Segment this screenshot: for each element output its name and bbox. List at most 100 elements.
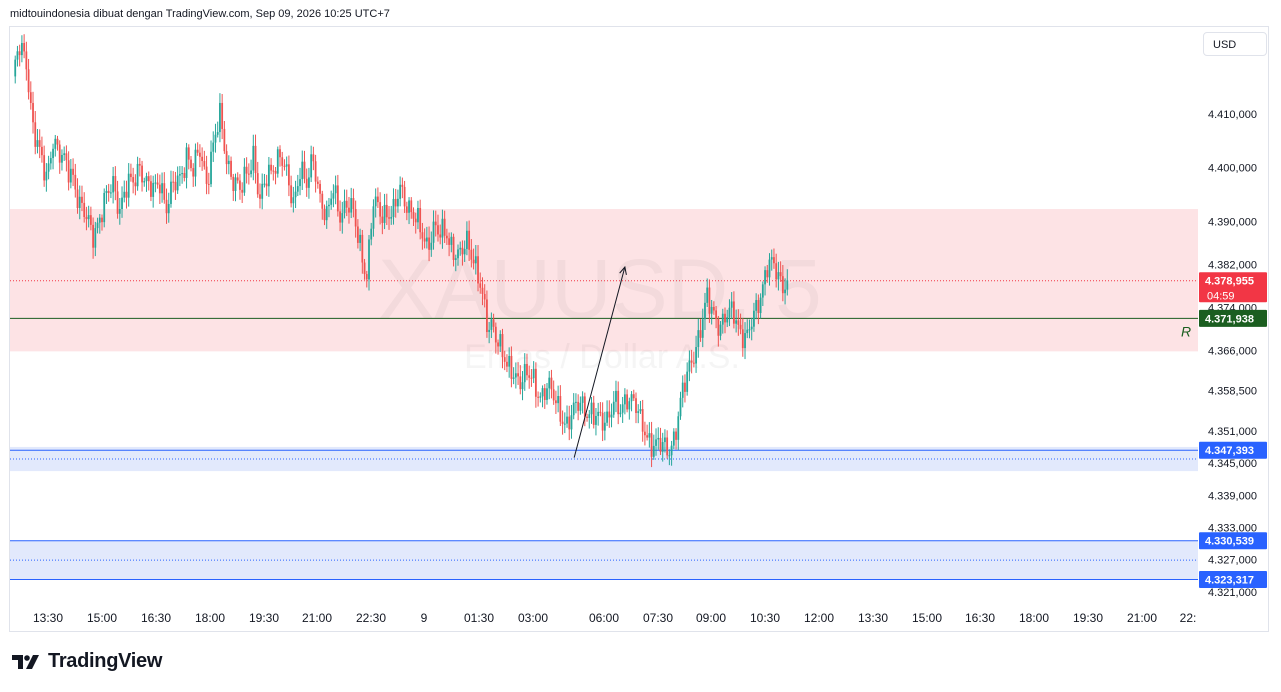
candle [597, 402, 600, 426]
candle-body [486, 299, 488, 333]
candle [488, 321, 491, 344]
candle [528, 365, 531, 389]
candle [36, 128, 39, 154]
candle-body [196, 149, 199, 153]
candle [154, 174, 157, 193]
candle-body [288, 164, 290, 186]
candle [328, 197, 330, 218]
candle-body [577, 401, 580, 411]
candle-body [272, 170, 275, 172]
candle-body [590, 402, 593, 415]
candle-body [546, 388, 548, 400]
r-level-tag-label: 4.371,938 [1205, 313, 1254, 325]
candle-body [430, 242, 433, 250]
candle-body [512, 377, 515, 379]
currency-selector-button[interactable]: USD [1203, 32, 1267, 56]
candle-body [555, 400, 557, 404]
candle [85, 206, 88, 231]
candle [408, 197, 410, 225]
candle-body [463, 248, 466, 255]
candle-body [717, 319, 720, 336]
candle [443, 210, 446, 244]
time-axis-tick: 22:30 [356, 611, 386, 625]
candle-body [423, 238, 426, 242]
candle-body [178, 174, 181, 176]
candle-body [526, 363, 528, 376]
candle-body [283, 165, 286, 167]
trend-arrow-line [573, 266, 626, 458]
candle [784, 278, 786, 305]
candle-body [779, 272, 782, 277]
candle-body [154, 182, 157, 184]
candle-body [494, 326, 497, 343]
candle [21, 35, 23, 63]
candle [279, 145, 281, 167]
support-level-tag-bg [1199, 441, 1267, 459]
candle [619, 404, 622, 418]
candle-body [773, 257, 775, 264]
candle [514, 362, 517, 389]
candle-body [741, 329, 744, 349]
support-level-tag-label: 4.347,393 [1205, 445, 1254, 457]
candle-body [296, 186, 299, 192]
candle [437, 214, 439, 242]
candle [63, 146, 66, 161]
time-axis-tick: 19:30 [1073, 611, 1103, 625]
candle [483, 284, 486, 308]
candle-body [105, 190, 108, 193]
candle [583, 392, 586, 427]
candle-body [363, 262, 366, 275]
candle [543, 384, 546, 409]
candle-body [686, 371, 689, 392]
candle [365, 270, 368, 288]
candle-body [294, 191, 297, 198]
candle-body [628, 401, 631, 410]
candle [425, 226, 428, 249]
candle [710, 299, 713, 325]
candle-body [303, 161, 306, 179]
candle [766, 264, 769, 283]
candle [74, 163, 77, 198]
price-axis-tick: 4.400,000 [1208, 163, 1257, 175]
candle [523, 353, 526, 391]
candle-body [336, 185, 339, 212]
candle-body [61, 154, 63, 163]
candle-body [158, 184, 161, 194]
candle-body [744, 333, 746, 349]
candle-body [597, 411, 600, 416]
candle-body [528, 375, 531, 378]
candle-body [94, 228, 97, 248]
candle-body [118, 209, 121, 214]
candle-body [381, 216, 384, 223]
candle [715, 305, 717, 329]
candle [468, 220, 471, 262]
candle-body [377, 196, 379, 203]
candle [526, 353, 528, 381]
candle [270, 158, 272, 175]
candle-body [321, 193, 324, 209]
candle-body [581, 396, 584, 403]
candle [214, 123, 217, 153]
price-axis-tick: 4.410,000 [1208, 109, 1257, 121]
candle-body [472, 259, 475, 264]
candle [470, 239, 473, 268]
candle [381, 206, 384, 235]
candle [143, 177, 146, 187]
candle-body [748, 329, 751, 331]
candle [98, 214, 101, 234]
candle-body [361, 234, 364, 263]
tradingview-logo[interactable]: TradingView [12, 650, 162, 673]
candle [92, 217, 94, 259]
candle-body [141, 165, 143, 183]
candle-body [18, 51, 21, 56]
candle [688, 350, 691, 382]
candle [323, 204, 326, 226]
candle-body [583, 396, 586, 417]
candle [775, 253, 778, 288]
candle-body [47, 163, 50, 172]
candle-body [147, 176, 150, 182]
candle-body [87, 215, 90, 220]
candle [781, 265, 784, 302]
candle-body [403, 186, 406, 207]
